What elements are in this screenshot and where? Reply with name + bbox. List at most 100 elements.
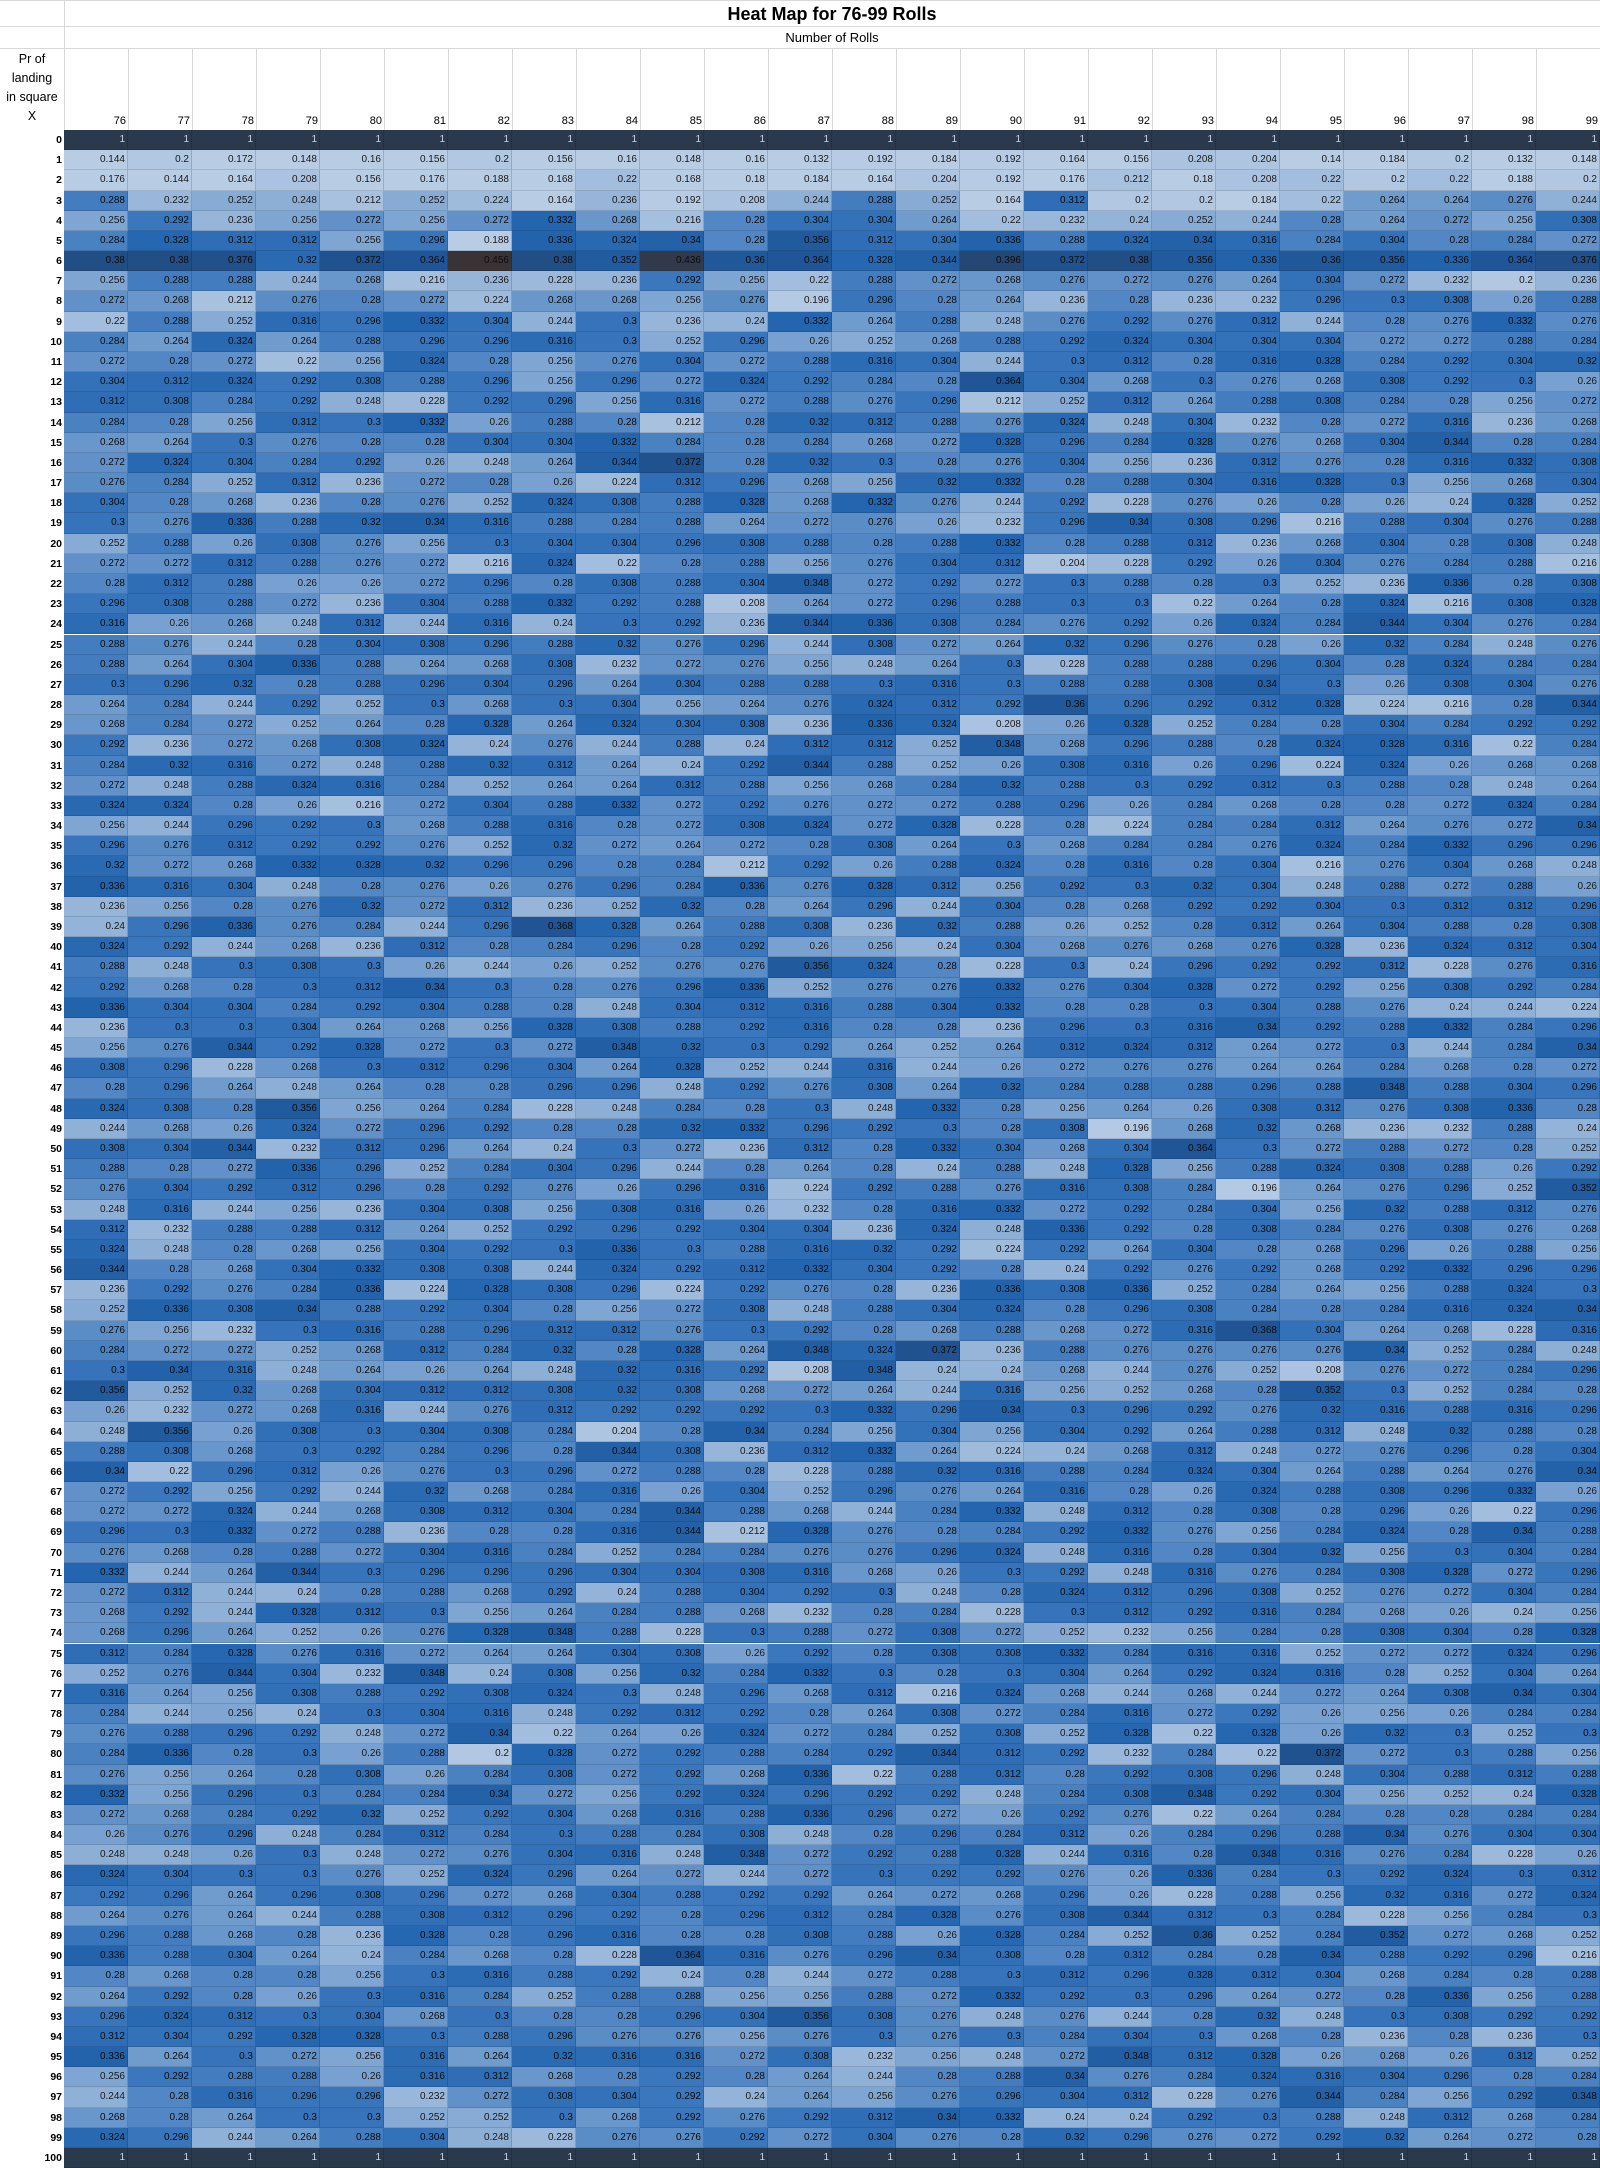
heatmap-cell: 0.268 (192, 493, 256, 514)
heatmap-cell: 0.292 (1024, 1522, 1088, 1543)
heatmap-cell: 0.292 (1536, 2006, 1600, 2027)
heatmap-cell: 0.224 (960, 1441, 1024, 1462)
heatmap-cell: 0.288 (128, 271, 192, 292)
heatmap-cell: 0.312 (384, 1825, 448, 1846)
heatmap-cell: 0.312 (640, 473, 704, 494)
heatmap-cell: 0.28 (1088, 291, 1152, 312)
heatmap-cell: 0.264 (1216, 1804, 1280, 1826)
heatmap-cell: 0.28 (192, 1986, 256, 2007)
heatmap-cell: 0.28 (448, 473, 512, 494)
heatmap-cell: 0.26 (640, 1724, 704, 1745)
column-header-85: 85 (640, 112, 704, 130)
heatmap-cell: 0.264 (768, 896, 832, 917)
heatmap-cell: 0.312 (576, 1320, 640, 1341)
heatmap-cell: 0.276 (896, 2026, 960, 2048)
heatmap-cell: 0.304 (1280, 1784, 1344, 1805)
heatmap-cell: 0.3 (256, 977, 320, 998)
heatmap-cell: 0.292 (1088, 311, 1152, 332)
heatmap-cell: 0.332 (896, 1098, 960, 1119)
heatmap-cell: 0.276 (640, 1320, 704, 1341)
heatmap-cell: 0.224 (640, 1280, 704, 1301)
heatmap-cell: 0.256 (1408, 2087, 1472, 2108)
heatmap-cell: 0.272 (512, 1038, 576, 1059)
heatmap-cell: 0.26 (1152, 1098, 1216, 1119)
heatmap-cell: 0.324 (1472, 1280, 1536, 1301)
heatmap-cell: 0.288 (1152, 654, 1216, 675)
heatmap-cell: 0.28 (896, 1522, 960, 1543)
heatmap-cell: 0.3 (320, 1562, 384, 1583)
heatmap-cell: 1 (896, 130, 960, 151)
heatmap-cell: 0.308 (128, 1098, 192, 1119)
heatmap-cell: 0.332 (960, 977, 1024, 998)
heatmap-cell: 0.38 (128, 251, 192, 272)
heatmap-cell: 0.34 (896, 2107, 960, 2128)
column-header-86: 86 (704, 112, 768, 130)
heatmap-cell: 0.296 (512, 1078, 576, 1099)
heatmap-cell: 0.288 (320, 1683, 384, 1705)
heatmap-cell: 0.28 (1280, 1300, 1344, 1321)
heatmap-cell: 0.344 (576, 1441, 640, 1462)
heatmap-cell: 0.288 (448, 594, 512, 615)
heatmap-cell: 0.304 (1216, 876, 1280, 897)
heatmap-cell: 0.296 (576, 1078, 640, 1099)
heatmap-cell: 0.312 (832, 2107, 896, 2128)
heatmap-cell: 1 (1344, 2148, 1408, 2168)
heatmap-cell: 0.284 (320, 1784, 384, 1805)
heatmap-cell: 0.248 (128, 1845, 192, 1866)
heatmap-cell: 0.26 (256, 573, 320, 595)
heatmap-cell: 0.244 (1088, 1683, 1152, 1705)
heatmap-cell: 0.24 (1408, 997, 1472, 1018)
row-header-48: 48 (0, 1099, 64, 1119)
heatmap-cell: 0.272 (384, 1845, 448, 1866)
heatmap-cell: 0.372 (1280, 1744, 1344, 1765)
heatmap-cell: 0.292 (128, 1280, 192, 1301)
heatmap-cell: 0.284 (1536, 977, 1600, 998)
heatmap-cell: 0.304 (832, 1260, 896, 1281)
heatmap-cell: 0.272 (832, 1623, 896, 1644)
heatmap-cell: 0.264 (128, 654, 192, 675)
heatmap-cell: 0.284 (1280, 1603, 1344, 1624)
heatmap-cell: 0.38 (64, 251, 128, 272)
heatmap-cell: 0.292 (1216, 1260, 1280, 1281)
heatmap-cell: 0.276 (896, 493, 960, 514)
heatmap-cell: 0.272 (768, 1865, 832, 1886)
heatmap-cell: 0.316 (1152, 1017, 1216, 1039)
heatmap-cell: 0.268 (1280, 372, 1344, 393)
heatmap-cell: 0.264 (1088, 1098, 1152, 1119)
heatmap-cell: 0.304 (1024, 452, 1088, 474)
heatmap-cell: 0.296 (1472, 1260, 1536, 1281)
heatmap-cell: 0.236 (448, 271, 512, 292)
heatmap-cell: 0.24 (896, 1360, 960, 1382)
heatmap-cell: 0.292 (128, 937, 192, 958)
heatmap-cell: 0.304 (768, 1219, 832, 1240)
heatmap-cell: 0.296 (1088, 2127, 1152, 2148)
heatmap-cell: 0.256 (192, 1683, 256, 1705)
heatmap-cell: 0.304 (1472, 674, 1536, 696)
heatmap-cell: 0.244 (1216, 1683, 1280, 1705)
heatmap-cell: 0.32 (1216, 1118, 1280, 1139)
heatmap-cell: 0.292 (1280, 1017, 1344, 1039)
heatmap-cell: 0.28 (128, 2107, 192, 2128)
heatmap-cell: 0.272 (384, 473, 448, 494)
heatmap-cell: 0.312 (448, 2067, 512, 2088)
heatmap-cell: 0.288 (1088, 1078, 1152, 1099)
heatmap-cell: 0.28 (192, 795, 256, 817)
row-header-22: 22 (0, 574, 64, 594)
heatmap-cell: 0.308 (192, 1300, 256, 1321)
heatmap-cell: 0.336 (1408, 251, 1472, 272)
heatmap-cell: 0.28 (448, 1522, 512, 1543)
heatmap-cell: 0.436 (640, 251, 704, 272)
heatmap-cell: 0.26 (896, 513, 960, 534)
heatmap-cell: 0.328 (320, 856, 384, 877)
heatmap-cell: 0.276 (896, 2087, 960, 2108)
heatmap-cell: 0.256 (256, 1199, 320, 1220)
heatmap-cell: 0.292 (832, 1744, 896, 1765)
heatmap-cell: 0.232 (1088, 1744, 1152, 1765)
heatmap-cell: 1 (896, 2148, 960, 2168)
heatmap-cell: 0.344 (1408, 432, 1472, 453)
row-header-33: 33 (0, 796, 64, 816)
heatmap-cell: 0.316 (1024, 1179, 1088, 1200)
heatmap-cell: 0.3 (192, 1865, 256, 1886)
heatmap-cell: 0.28 (1152, 573, 1216, 595)
heatmap-cell: 0.272 (64, 291, 128, 312)
